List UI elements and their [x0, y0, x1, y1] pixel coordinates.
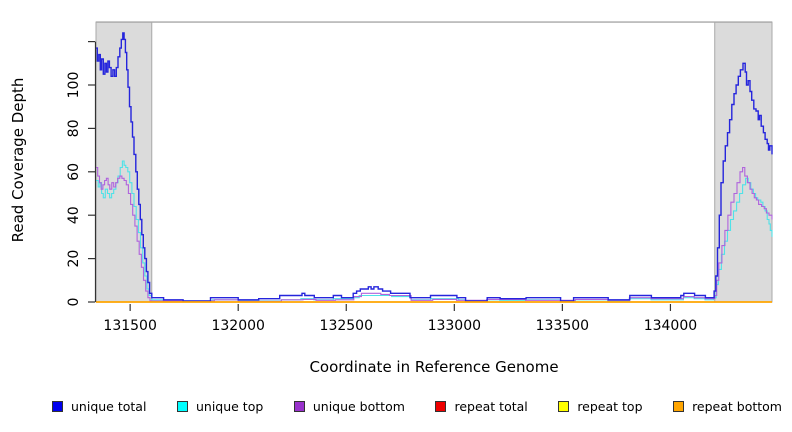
chart-canvas: 0 20 40 60 80 100 131500 132000 132500 133000 1335… [66, 21, 773, 334]
repeat-total-swatch-icon [435, 401, 447, 412]
legend-item-unique-total: unique total [52, 399, 146, 414]
y-tick-label: 40 [66, 206, 82, 224]
x-tick-label: 132000 [211, 318, 264, 334]
unique-bottom-swatch-icon [293, 401, 305, 412]
legend-label: unique bottom [312, 399, 405, 414]
legend-label: repeat total [454, 399, 528, 414]
y-tick-label: 80 [66, 119, 82, 137]
legend-item-unique-bottom: unique bottom [293, 399, 405, 414]
x-tick-label: 134000 [644, 318, 697, 334]
chart-legend: unique total unique top unique bottom re… [52, 399, 782, 414]
x-axis-title: Coordinate in Reference Genome [309, 358, 559, 376]
legend-item-repeat-total: repeat total [435, 399, 528, 414]
repeat-bottom-swatch-icon [673, 401, 685, 412]
series-line-unique-total [96, 32, 773, 302]
legend-label: unique total [71, 399, 147, 414]
x-tick-label: 133500 [536, 318, 589, 334]
legend-item-repeat-bottom: repeat bottom [673, 399, 782, 414]
legend-label: repeat top [577, 399, 643, 414]
series-line-unique-top [96, 160, 773, 302]
series-line-unique-bottom [96, 166, 773, 302]
y-tick-label: 100 [66, 72, 82, 99]
y-tick-label: 60 [66, 163, 82, 181]
y-tick-label: 20 [66, 250, 82, 268]
unique-top-swatch-icon [176, 401, 188, 412]
legend-label: repeat bottom [692, 399, 782, 414]
legend-item-unique-top: unique top [176, 399, 264, 414]
unique-total-swatch-icon [52, 401, 63, 412]
y-axis-title: Read Coverage Depth [9, 77, 27, 243]
y-tick-label: 0 [66, 298, 82, 307]
x-tick-label: 133000 [428, 318, 481, 334]
x-tick-label: 132500 [320, 318, 373, 334]
x-tick-label: 131500 [103, 318, 156, 334]
legend-label: unique top [195, 399, 264, 414]
repeat-top-swatch-icon [558, 401, 570, 412]
legend-item-repeat-top: repeat top [558, 399, 643, 414]
